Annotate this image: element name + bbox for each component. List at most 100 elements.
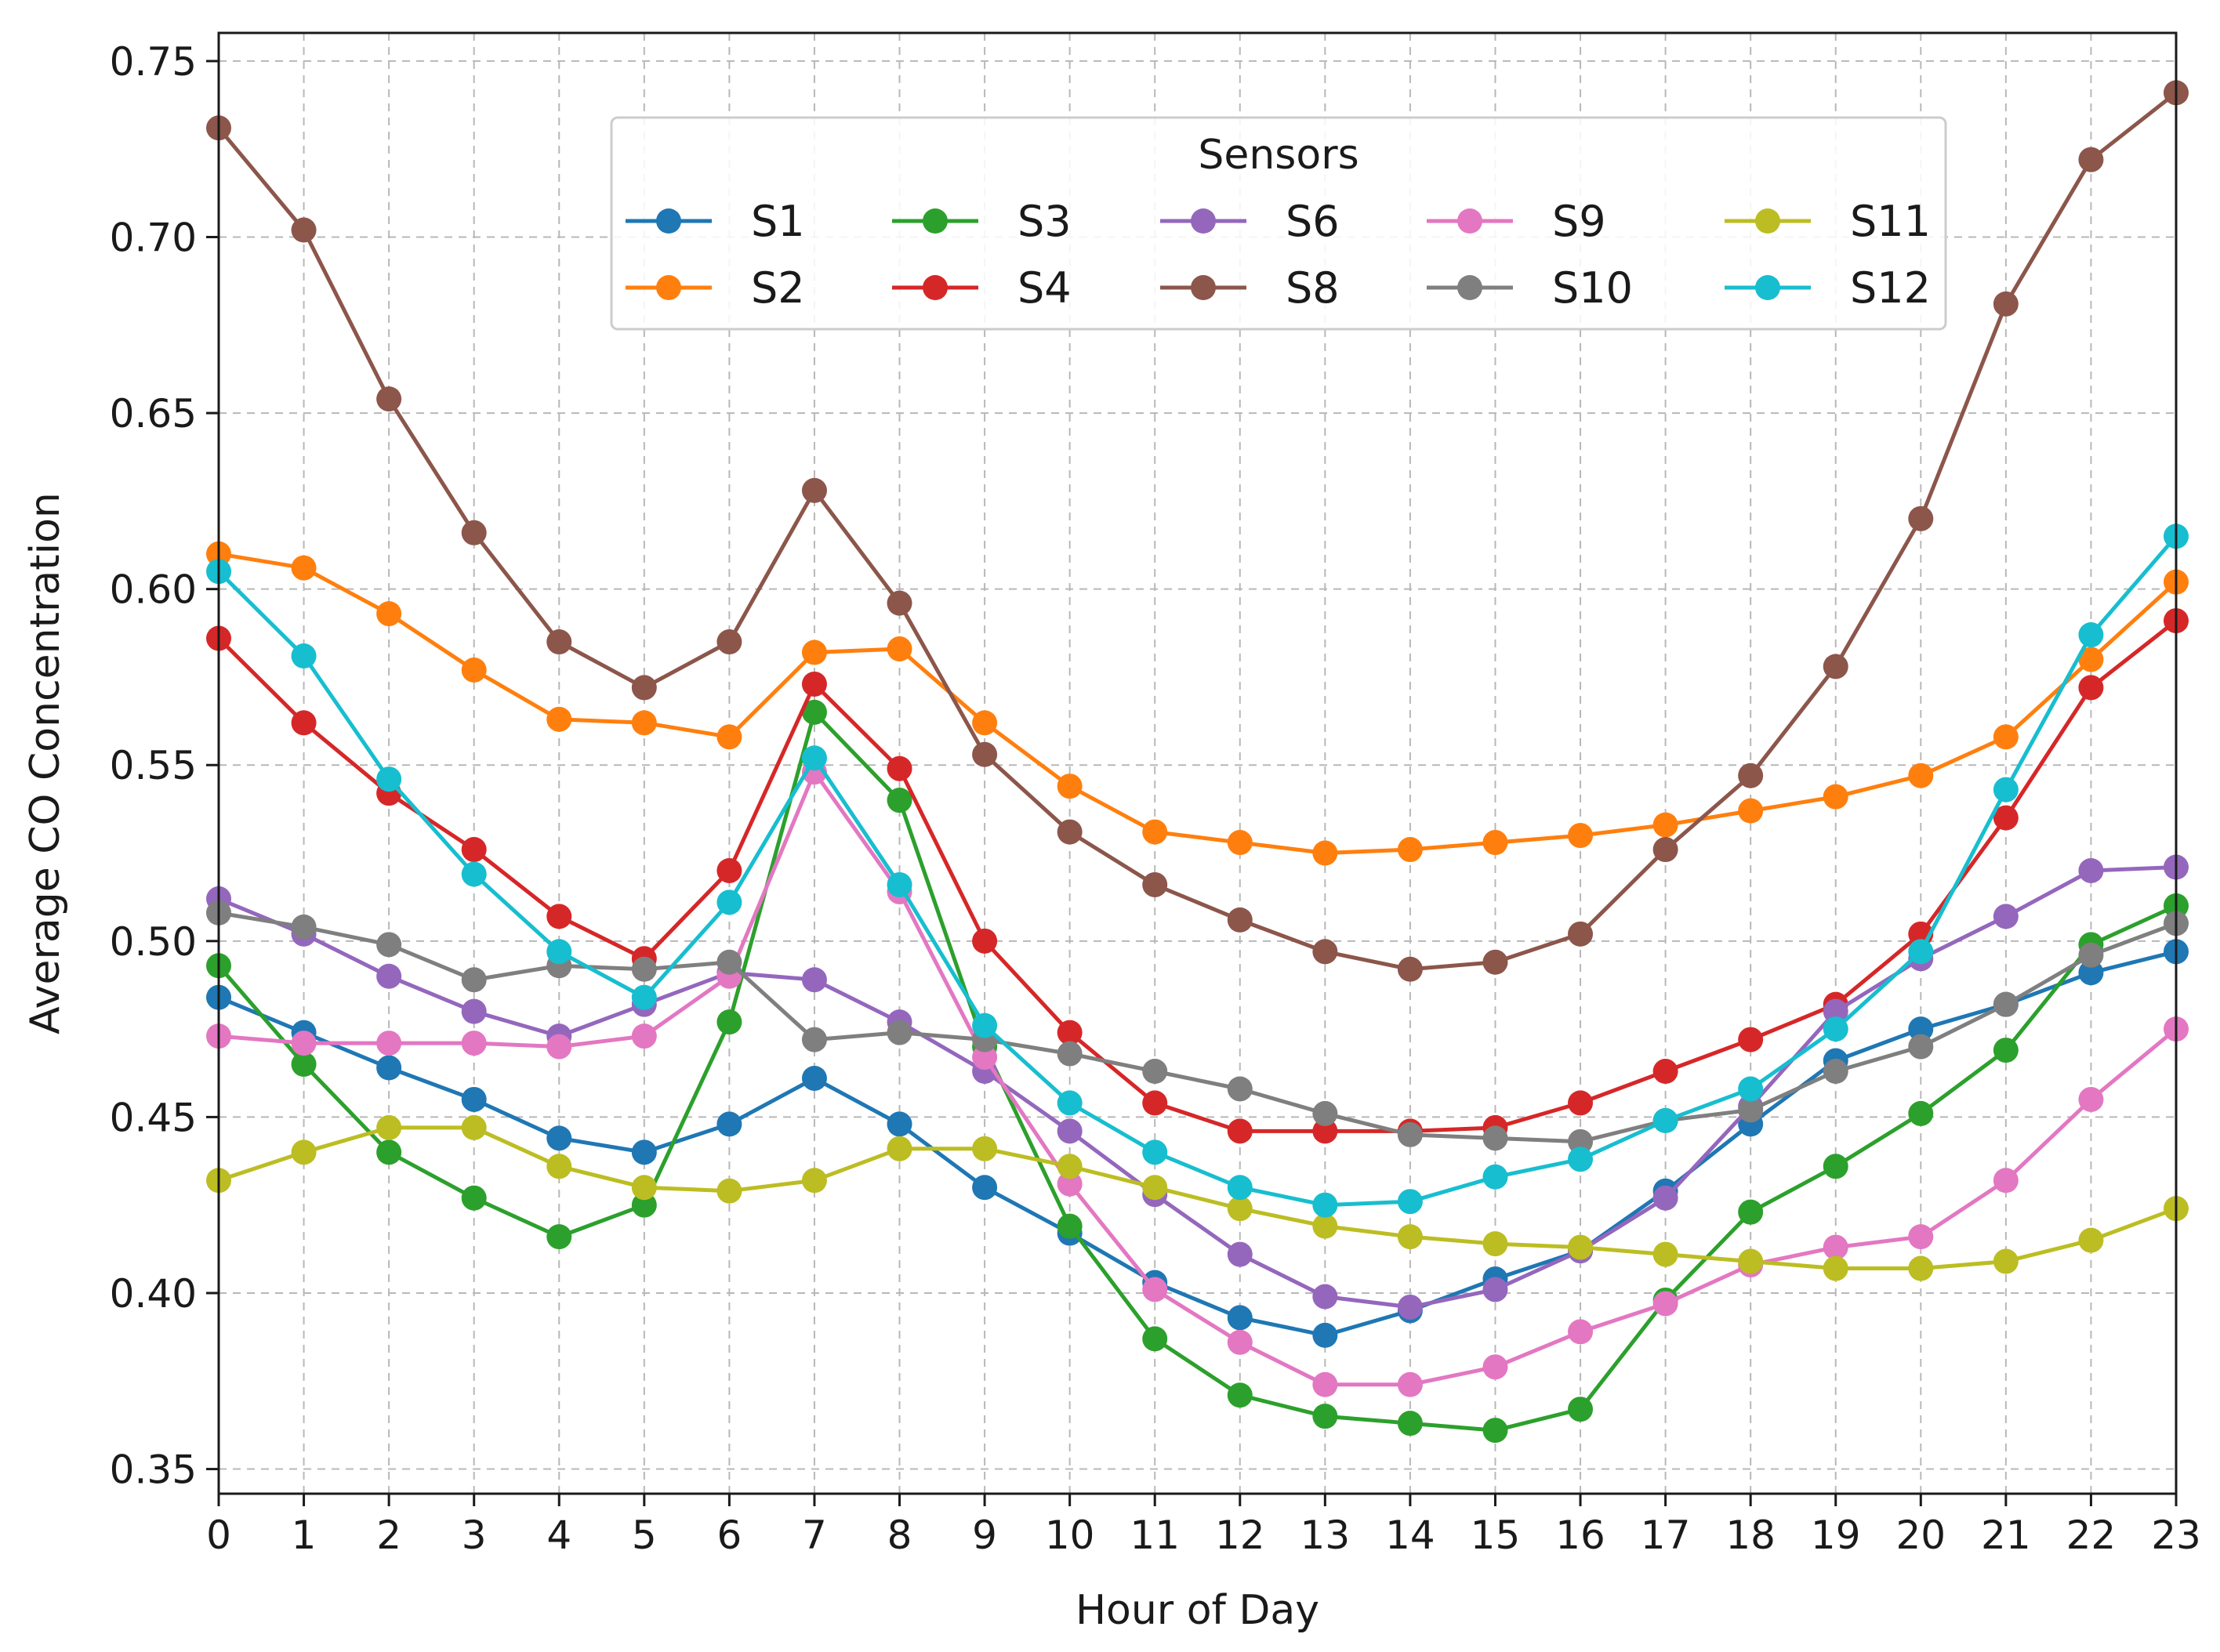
y-tick-label: 0.65 <box>110 391 197 437</box>
data-point-s8 <box>1227 907 1253 933</box>
data-point-s6 <box>1227 1241 1253 1267</box>
series-line-s3 <box>217 710 2178 1433</box>
data-point-s8 <box>1568 921 1594 947</box>
data-point-s3 <box>1057 1213 1083 1239</box>
data-point-s4 <box>1993 805 2019 831</box>
x-tick-label: 17 <box>1641 1513 1691 1558</box>
legend-item-s11: S11 <box>1725 197 1931 246</box>
data-point-s11 <box>972 1136 998 1161</box>
data-point-s8 <box>1993 291 2019 317</box>
data-point-s3 <box>1568 1397 1594 1422</box>
data-point-s12 <box>716 889 742 915</box>
x-tick-label: 20 <box>1895 1513 1946 1558</box>
legend-marker-s3 <box>923 208 948 234</box>
data-point-s4 <box>1652 1059 1678 1085</box>
data-point-s12 <box>1993 777 2019 802</box>
data-point-s2 <box>1738 798 1764 824</box>
legend-label-s4: S4 <box>1018 263 1072 313</box>
data-point-s8 <box>461 520 487 545</box>
data-point-s9 <box>1057 1171 1083 1197</box>
data-point-s2 <box>1057 773 1083 799</box>
data-point-s8 <box>1312 939 1338 965</box>
data-point-s9 <box>1993 1168 2019 1194</box>
data-point-s2 <box>1908 763 1934 788</box>
data-point-s12 <box>1057 1090 1083 1116</box>
data-point-s12 <box>376 766 402 792</box>
data-point-s11 <box>1482 1231 1508 1257</box>
legend-marker-s12 <box>1755 275 1780 300</box>
legend-item-s12: S12 <box>1725 263 1931 313</box>
data-point-s9 <box>631 1023 657 1049</box>
x-tick-label: 14 <box>1385 1513 1435 1558</box>
data-point-s11 <box>291 1139 317 1165</box>
data-point-s9 <box>2078 1086 2104 1112</box>
x-tick-label: 8 <box>887 1513 912 1558</box>
x-tick-label: 9 <box>972 1513 997 1558</box>
data-point-s6 <box>461 998 487 1024</box>
data-point-s1 <box>1227 1305 1253 1331</box>
data-point-s11 <box>1738 1248 1764 1274</box>
x-tick-label: 22 <box>2066 1513 2117 1558</box>
data-point-s2 <box>631 710 657 736</box>
y-axis-label: Average CO Concentration <box>22 492 69 1034</box>
data-point-s3 <box>461 1185 487 1211</box>
data-point-s4 <box>801 671 827 697</box>
data-point-s8 <box>2078 147 2104 172</box>
data-point-s12 <box>1142 1139 1168 1165</box>
data-point-s11 <box>1823 1255 1848 1281</box>
data-point-s12 <box>291 643 317 669</box>
series-line-s6 <box>218 865 2177 1310</box>
data-point-s12 <box>1823 1016 1848 1042</box>
x-tick-label: 5 <box>632 1513 657 1558</box>
data-point-s3 <box>1482 1418 1508 1444</box>
data-point-s8 <box>801 477 827 503</box>
data-point-s10 <box>801 1027 827 1052</box>
data-point-s2 <box>2078 647 2104 672</box>
data-point-s2 <box>1652 812 1678 838</box>
data-point-s4 <box>972 928 998 954</box>
legend-marker-s9 <box>1457 208 1482 234</box>
data-point-s12 <box>801 745 827 771</box>
data-point-s10 <box>1823 1059 1848 1085</box>
data-point-s6 <box>1482 1277 1508 1302</box>
data-point-s9 <box>1142 1277 1168 1302</box>
data-point-s9 <box>1823 1234 1848 1260</box>
data-point-s12 <box>1312 1192 1338 1218</box>
data-point-s2 <box>291 555 317 581</box>
data-point-s8 <box>1142 871 1168 897</box>
data-point-s12 <box>1227 1175 1253 1201</box>
data-point-s6 <box>1312 1284 1338 1310</box>
data-point-s8 <box>291 217 317 243</box>
x-tick-label: 23 <box>2151 1513 2201 1558</box>
data-point-s4 <box>716 857 742 883</box>
data-point-s4 <box>1142 1090 1168 1116</box>
data-point-s10 <box>1057 1041 1083 1067</box>
data-point-s1 <box>887 1111 912 1137</box>
data-point-s8 <box>1057 819 1083 845</box>
data-point-s4 <box>461 837 487 863</box>
data-point-s11 <box>1142 1175 1168 1201</box>
data-point-s2 <box>1823 784 1848 810</box>
data-point-s4 <box>1738 1027 1764 1052</box>
data-point-s11 <box>461 1114 487 1140</box>
data-point-s12 <box>1652 1107 1678 1133</box>
legend-title: Sensors <box>1198 132 1358 179</box>
y-tick-label: 0.75 <box>110 39 197 85</box>
x-tick-label: 3 <box>462 1513 487 1558</box>
x-tick-label: 1 <box>292 1513 317 1558</box>
data-point-s6 <box>376 963 402 989</box>
data-point-s11 <box>1312 1213 1338 1239</box>
x-tick-label: 2 <box>376 1513 401 1558</box>
data-point-s6 <box>2078 857 2104 883</box>
data-point-s1 <box>801 1065 827 1091</box>
data-point-s1 <box>376 1055 402 1081</box>
legend-label-s6: S6 <box>1286 197 1340 246</box>
legend-box <box>610 116 1947 331</box>
series-s8 <box>206 80 2189 982</box>
data-point-s3 <box>291 1052 317 1078</box>
legend-label-s2: S2 <box>751 263 805 313</box>
x-tick-label: 10 <box>1045 1513 1095 1558</box>
data-point-s1 <box>546 1125 572 1151</box>
data-point-s12 <box>546 939 572 965</box>
